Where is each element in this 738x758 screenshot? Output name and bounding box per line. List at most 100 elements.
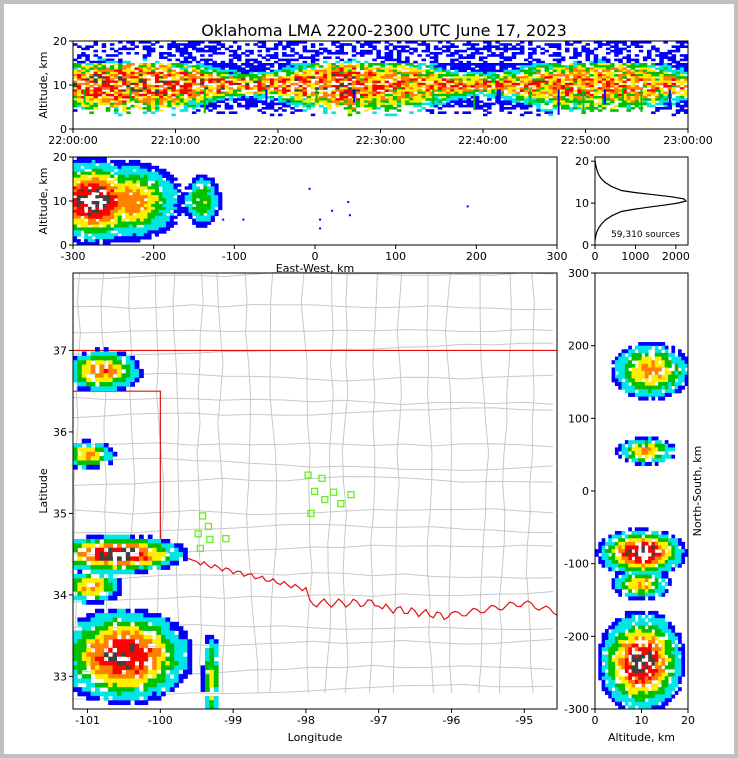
time-height-cell: [85, 100, 90, 103]
ew-cell: [203, 198, 208, 202]
ew-cell: [177, 203, 182, 208]
time-height-cell: [634, 102, 640, 106]
time-height-cell: [134, 89, 139, 92]
time-height-cell: [302, 100, 308, 103]
map-density-cell: [90, 682, 96, 688]
time-height-cell: [466, 111, 472, 114]
time-height-cell: [683, 58, 689, 62]
map-density-cell: [95, 464, 100, 470]
time-height-cell: [548, 78, 554, 81]
ew-cell: [151, 192, 156, 196]
time-height-cell: [519, 80, 525, 84]
ew-cell: [192, 189, 197, 193]
time-height-cell: [77, 69, 82, 73]
map-density-cell: [99, 556, 105, 562]
time-height-cell: [556, 82, 562, 86]
map-density-cell: [90, 591, 96, 597]
time-height-cell: [552, 107, 558, 110]
time-height-cell: [655, 54, 660, 57]
time-height-cell: [150, 91, 156, 95]
time-height-cell: [89, 104, 94, 108]
time-height-cell: [376, 93, 381, 97]
time-height-cell: [614, 45, 619, 48]
time-height-cell: [101, 69, 107, 73]
ew-cell: [95, 195, 100, 199]
time-height-cell: [642, 85, 648, 88]
time-height-cell: [183, 63, 189, 66]
time-height-cell: [614, 54, 619, 57]
time-height-cell: [655, 102, 660, 106]
ew-cell: [199, 174, 204, 178]
time-height-cell: [425, 47, 431, 51]
time-height-cell: [437, 74, 443, 77]
county-line: [244, 272, 259, 694]
time-height-cell: [220, 80, 226, 84]
ew-cell: [162, 168, 167, 173]
time-height-cell: [126, 107, 131, 110]
time-height-cell: [667, 74, 672, 77]
time-height-cell: [659, 91, 664, 95]
time-height-cell: [130, 69, 135, 73]
time-height-cell: [569, 71, 574, 75]
time-height-cell: [675, 96, 681, 99]
ew-cell: [173, 201, 178, 205]
time-height-cell: [187, 45, 193, 48]
ew-cell: [151, 224, 156, 228]
ew-cell: [132, 174, 137, 178]
time-height-cell: [524, 58, 529, 62]
time-height-cell: [528, 78, 533, 81]
time-height-cell: [224, 63, 230, 66]
county-line: [196, 272, 204, 694]
map-density-cell: [81, 687, 87, 692]
map-density-cell: [139, 652, 144, 658]
time-height-cell: [368, 91, 373, 95]
time-height-cell: [618, 67, 623, 70]
time-height-cell: [212, 41, 217, 44]
time-height-cell: [630, 43, 636, 46]
time-height-cell: [335, 71, 340, 75]
time-height-cell: [376, 80, 381, 84]
map-density-cell: [90, 382, 96, 387]
ew-cell: [95, 203, 100, 208]
ew-cell: [117, 227, 122, 231]
time-height-cell: [310, 65, 316, 68]
time-height-cell: [150, 85, 156, 88]
map-density-cell: [152, 543, 157, 549]
ew-source-point: [222, 218, 225, 221]
time-height-cell: [269, 63, 275, 66]
time-height-cell: [610, 45, 615, 48]
ew-cell: [99, 159, 104, 164]
time-height-cell: [626, 54, 631, 57]
time-height-cell: [519, 78, 525, 81]
time-height-cell: [109, 67, 115, 70]
time-height-cell: [261, 78, 267, 81]
time-height-cell: [626, 102, 631, 106]
time-height-cell: [565, 41, 570, 44]
ew-cell: [87, 206, 93, 211]
ew-cell: [125, 186, 130, 190]
time-height-cell: [634, 60, 640, 64]
time-height-cell: [89, 45, 94, 48]
time-height-cell: [212, 98, 217, 101]
time-height-cell: [146, 82, 152, 86]
time-height-cell: [450, 54, 455, 57]
ew-cell: [91, 227, 96, 231]
ew-cell: [117, 168, 122, 173]
time-height-cell: [142, 85, 148, 88]
time-height-cell: [286, 98, 291, 101]
map-density-cell: [77, 377, 83, 383]
time-height-cell: [659, 63, 664, 66]
map-density-cell: [81, 652, 87, 658]
time-height-cell: [630, 91, 636, 95]
time-height-cell: [298, 67, 303, 70]
time-height-cell: [552, 45, 558, 48]
ew-cell: [143, 230, 148, 234]
time-height-cell: [462, 87, 467, 90]
time-height-cell: [384, 100, 390, 103]
time-height-cell: [237, 65, 242, 68]
map-density-cell: [95, 613, 100, 618]
time-height-cell: [179, 87, 185, 90]
time-height-cell: [450, 45, 455, 48]
time-height-cell: [634, 85, 640, 88]
time-height-cell: [347, 113, 353, 117]
